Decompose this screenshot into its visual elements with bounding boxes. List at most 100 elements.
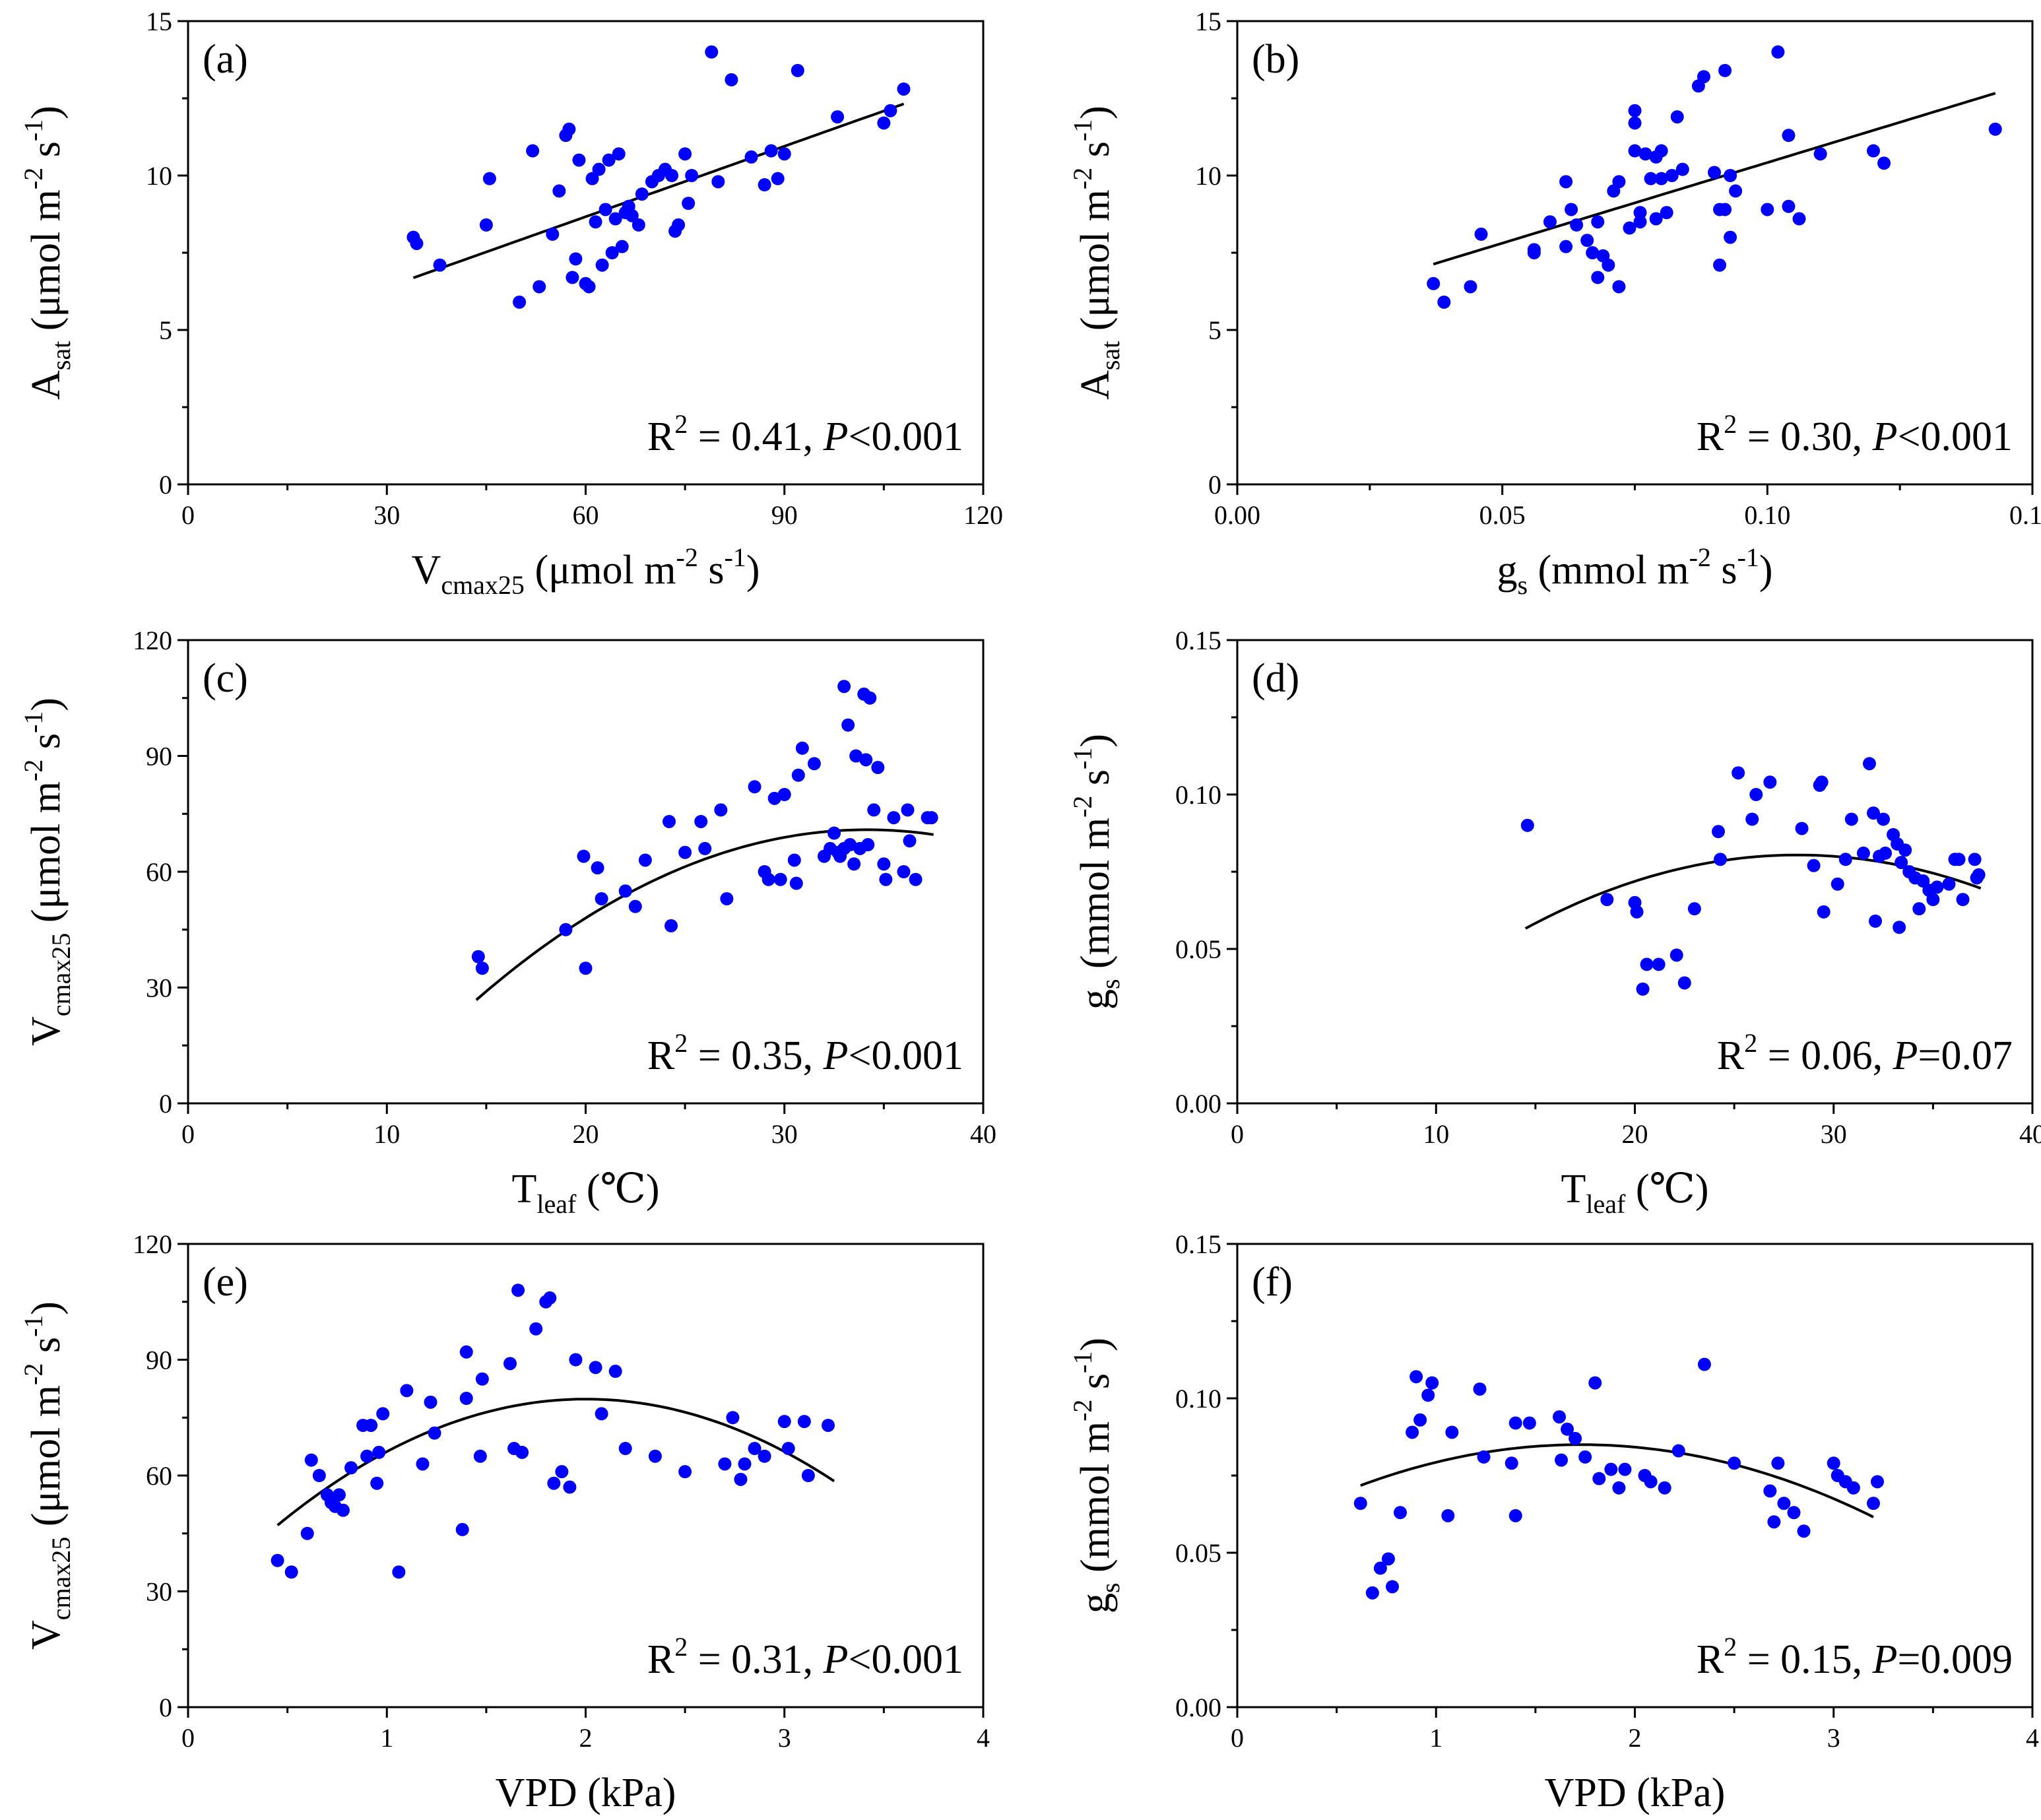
data-point: [608, 212, 622, 226]
data-point: [475, 961, 489, 975]
data-point: [562, 122, 576, 136]
panel-label: (e): [203, 1260, 248, 1305]
x-axis-label: Vcmax25 (μmol m-2 s-1): [412, 542, 760, 600]
chart-panel-c: 0 10 20 30 40 0 30 60 90 120 (c) Tleaf (℃) Vcmax25 (…: [18, 626, 996, 1219]
data-point: [433, 258, 447, 272]
stat-annotation: R2 = 0.15, P=0.009: [1697, 1632, 2013, 1682]
data-point: [1578, 1450, 1592, 1464]
x-tick-label: 0: [181, 1119, 195, 1149]
x-tick-label: 4: [977, 1723, 990, 1753]
data-point: [1464, 280, 1477, 294]
data-point: [1718, 63, 1732, 77]
data-point: [1671, 1444, 1685, 1458]
data-point: [1427, 276, 1441, 290]
data-point: [738, 1457, 752, 1471]
data-point: [1763, 1484, 1777, 1498]
data-point: [1652, 958, 1666, 971]
data-point: [416, 1457, 430, 1471]
data-point: [678, 147, 692, 161]
data-point: [1654, 172, 1668, 185]
x-tick-label: 4: [2026, 1723, 2039, 1753]
y-tick-label: 0: [1208, 470, 1221, 500]
y-tick-label: 15: [146, 7, 172, 36]
data-point: [1591, 271, 1605, 284]
data-point: [734, 1472, 748, 1486]
data-point: [608, 1365, 622, 1379]
y-tick-label: 5: [1208, 315, 1221, 345]
data-point: [589, 215, 602, 229]
data-point: [344, 1461, 358, 1475]
data-point: [1592, 1472, 1606, 1485]
data-point: [475, 1372, 489, 1386]
data-point: [849, 749, 863, 763]
data-point: [479, 218, 493, 232]
x-tick-label: 40: [970, 1119, 996, 1149]
x-tick-label: 30: [1821, 1119, 1847, 1149]
y-tick-label: 0.15: [1175, 626, 1221, 655]
x-tick-label: 0.00: [1214, 500, 1260, 530]
data-point: [569, 252, 583, 266]
data-point: [1771, 45, 1785, 59]
data-point: [1871, 1475, 1885, 1489]
data-point: [482, 172, 496, 185]
data-point: [897, 82, 911, 96]
data-point: [370, 1476, 384, 1490]
data-point: [332, 1488, 346, 1502]
data-point: [1712, 825, 1726, 839]
data-point: [867, 803, 881, 817]
data-point: [1830, 877, 1844, 891]
data-point: [1570, 218, 1584, 232]
y-tick-label: 0.00: [1175, 1089, 1221, 1119]
data-point: [843, 838, 857, 852]
data-point: [1381, 1552, 1395, 1566]
data-point: [638, 853, 652, 867]
data-point: [569, 1353, 583, 1367]
data-point: [595, 1407, 608, 1421]
y-tick-label: 90: [146, 742, 172, 771]
data-point: [1782, 199, 1796, 213]
data-point: [563, 1480, 577, 1494]
x-tick-label: 20: [1622, 1119, 1648, 1149]
x-axis-label: VPD (kPa): [496, 1771, 676, 1815]
data-point: [1797, 1524, 1811, 1538]
data-point: [1628, 116, 1642, 130]
data-point: [758, 178, 771, 192]
stat-annotation: R2 = 0.41, P<0.001: [647, 409, 963, 459]
data-point: [831, 110, 845, 124]
data-point: [1406, 1425, 1419, 1439]
data-point: [1697, 1357, 1711, 1371]
data-point: [1508, 1509, 1522, 1522]
data-point: [1930, 880, 1944, 894]
data-point: [685, 169, 699, 182]
data-point: [861, 838, 875, 852]
data-point: [777, 147, 791, 161]
data-point: [1670, 110, 1684, 124]
data-point: [791, 768, 805, 782]
y-tick-label: 0.10: [1175, 780, 1221, 810]
data-point: [589, 1361, 602, 1375]
data-point: [781, 1442, 795, 1456]
data-point: [424, 1395, 437, 1409]
y-axis-label: gs (mmol m-2 s-1): [1068, 734, 1125, 1010]
data-point: [1365, 1586, 1379, 1600]
data-point: [748, 780, 761, 794]
data-point: [618, 1442, 632, 1456]
data-point: [1522, 1416, 1536, 1430]
data-point: [1771, 1456, 1785, 1470]
data-point: [1633, 215, 1647, 229]
data-point: [459, 1345, 473, 1359]
data-point: [618, 884, 632, 898]
data-point: [1669, 948, 1683, 962]
x-axis-label: Tleaf (℃): [1561, 1167, 1709, 1219]
data-point: [1602, 258, 1615, 272]
data-point: [582, 280, 596, 294]
stat-annotation: R2 = 0.31, P<0.001: [647, 1632, 963, 1682]
data-point: [592, 162, 606, 176]
data-point: [1565, 203, 1578, 216]
data-point: [1895, 855, 1908, 869]
y-tick-label: 60: [146, 1461, 172, 1491]
data-point: [1763, 775, 1777, 789]
x-tick-label: 10: [1423, 1119, 1449, 1149]
data-point: [1633, 206, 1647, 220]
data-point: [1926, 893, 1940, 907]
